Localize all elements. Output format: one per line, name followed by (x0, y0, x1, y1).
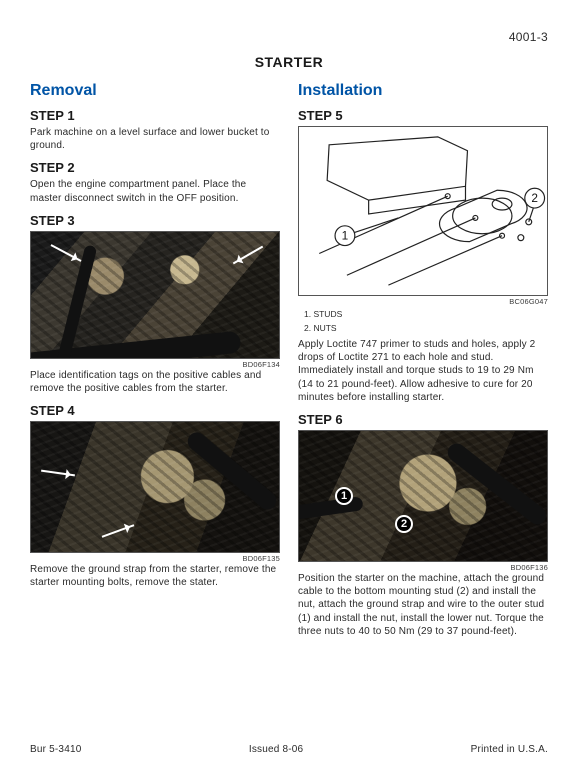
step5-heading: STEP 5 (298, 108, 548, 123)
footer-center: Issued 8-06 (249, 744, 303, 755)
footer-right: Printed in U.S.A. (471, 744, 548, 755)
step6-heading: STEP 6 (298, 412, 548, 427)
removal-heading: Removal (30, 82, 280, 100)
starter-line-art: 1 2 (299, 127, 547, 295)
step6-caption: BD06F136 (298, 563, 548, 572)
diagram-callout-2: 2 (531, 191, 538, 205)
installation-heading: Installation (298, 82, 548, 100)
step2-text: Open the engine compartment panel. Place… (30, 178, 280, 204)
diagram-callout-1: 1 (342, 229, 349, 243)
step6-photo: 1 2 (298, 430, 548, 562)
installation-column: Installation STEP 5 (298, 82, 548, 642)
footer-left: Bur 5-3410 (30, 744, 81, 755)
step3-caption: BD06F134 (30, 360, 280, 369)
step1-text: Park machine on a level surface and lowe… (30, 126, 280, 152)
step3-text: Place identification tags on the positiv… (30, 369, 280, 395)
photo-callout-1: 1 (335, 487, 353, 505)
step5-legend-1: 1. STUDS (304, 309, 548, 320)
photo-callout-2: 2 (395, 515, 413, 533)
step3-photo (30, 231, 280, 359)
step1-heading: STEP 1 (30, 108, 280, 123)
step5-text: Apply Loctite 747 primer to studs and ho… (298, 338, 548, 404)
step5-legend-2: 2. NUTS (304, 323, 548, 334)
step4-photo (30, 421, 280, 553)
step2-heading: STEP 2 (30, 160, 280, 175)
step3-heading: STEP 3 (30, 213, 280, 228)
page-number: 4001-3 (509, 30, 548, 44)
step4-text: Remove the ground strap from the starter… (30, 563, 280, 589)
page-footer: Bur 5-3410 Issued 8-06 Printed in U.S.A. (30, 744, 548, 755)
removal-column: Removal STEP 1 Park machine on a level s… (30, 82, 280, 642)
page-title: STARTER (30, 54, 548, 70)
columns: Removal STEP 1 Park machine on a level s… (30, 82, 548, 642)
step5-caption: BC06G047 (298, 297, 548, 306)
step4-heading: STEP 4 (30, 403, 280, 418)
step5-diagram: 1 2 (298, 126, 548, 296)
step6-text: Position the starter on the machine, att… (298, 572, 548, 638)
step4-caption: BD06F135 (30, 554, 280, 563)
